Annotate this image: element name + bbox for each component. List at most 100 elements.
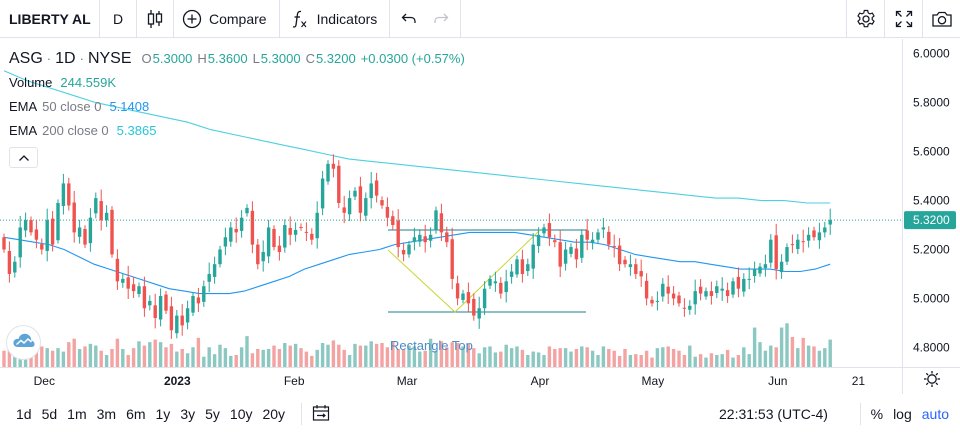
range-5d[interactable]: 5d: [41, 406, 58, 422]
legend-collapse-button[interactable]: [9, 147, 38, 168]
candle-body: [558, 242, 562, 267]
candle: [77, 219, 82, 244]
candle-body: [796, 239, 800, 250]
range-5y[interactable]: 5y: [205, 406, 220, 422]
candle-body: [720, 288, 724, 291]
log-scale-toggle[interactable]: log: [893, 406, 912, 422]
candle-body: [99, 201, 103, 221]
candle-body: [380, 200, 384, 206]
candle: [137, 282, 141, 298]
volume-bar: [331, 340, 336, 367]
candle-body: [2, 237, 6, 250]
legend-low-key: L: [252, 51, 260, 66]
redo-button[interactable]: [426, 0, 462, 38]
candle-body: [342, 207, 346, 213]
legend-ema200-row[interactable]: EMA 200 close 0 5.3865: [9, 119, 465, 143]
volume-bar: [40, 346, 44, 367]
candle: [61, 173, 66, 215]
volume-bar: [277, 349, 282, 367]
candle-body: [779, 261, 784, 273]
undo-button[interactable]: [390, 0, 426, 38]
candle-body: [563, 249, 568, 264]
volume-bar: [661, 347, 665, 367]
legend-main-row: ASG · 1D · NYSE O 5.3000 H 5.3600 L 5.3000 …: [9, 47, 465, 71]
volume-bar: [83, 346, 87, 367]
auto-scale-toggle[interactable]: auto: [921, 406, 949, 422]
volume-bar: [256, 349, 260, 367]
legend-ema50-row[interactable]: EMA 50 close 0 5.1408: [9, 95, 465, 119]
candle-body: [18, 227, 22, 258]
volume-bar: [347, 355, 352, 367]
volume-bar: [175, 351, 179, 367]
candle-body: [574, 248, 579, 260]
range-20y[interactable]: 20y: [262, 406, 286, 422]
time-axis[interactable]: Dec 2023 Feb Mar Apr May Jun 21: [0, 367, 902, 394]
candle-body: [261, 251, 265, 262]
date-range-button[interactable]: [312, 404, 330, 425]
snapshot-button[interactable]: [922, 0, 960, 38]
volume-bar: [104, 355, 109, 367]
range-1m[interactable]: 1m: [67, 406, 87, 422]
candle-body: [774, 235, 778, 270]
volume-bar: [547, 346, 552, 367]
volume-bar: [7, 349, 12, 367]
candle: [299, 223, 303, 231]
candle-body: [601, 227, 606, 230]
fullscreen-button[interactable]: [884, 0, 922, 38]
volume-bar: [655, 348, 660, 367]
candle: [196, 287, 201, 312]
volume-bar: [488, 346, 492, 367]
candle-body: [50, 218, 55, 245]
volume-bar: [239, 347, 244, 367]
range-1y[interactable]: 1y: [155, 406, 171, 422]
candle: [493, 271, 498, 292]
candle: [698, 279, 703, 301]
legend-volume-row[interactable]: Volume 244.559K: [9, 71, 465, 95]
indicators-button[interactable]: Indicators: [280, 0, 391, 38]
candle-body: [396, 220, 400, 248]
candle-body: [153, 305, 157, 319]
chart-type-button[interactable]: [137, 0, 174, 38]
volume-bar: [574, 349, 579, 367]
volume-bar: [472, 348, 476, 367]
range-1d[interactable]: 1d: [16, 406, 32, 422]
volume-bar: [763, 350, 768, 367]
candle-body: [747, 278, 751, 280]
candle-body: [277, 245, 282, 252]
candle-body: [61, 183, 66, 206]
volume-bar: [180, 349, 184, 367]
candle-body: [666, 286, 670, 294]
candle-body: [763, 264, 768, 269]
range-10y[interactable]: 10y: [229, 406, 253, 422]
candle-body: [553, 240, 557, 243]
candle-body: [369, 183, 373, 199]
candle-body: [634, 264, 638, 274]
candle-body: [137, 286, 141, 295]
percent-scale-toggle[interactable]: %: [870, 406, 884, 422]
settings-button[interactable]: [846, 0, 884, 38]
brand-logo[interactable]: [6, 325, 41, 360]
timezone-clock[interactable]: 22:31:53 (UTC-4): [719, 406, 828, 422]
range-3m[interactable]: 3m: [96, 406, 117, 422]
symbol-search-button[interactable]: LIBERTY AL: [0, 0, 100, 38]
candle: [655, 291, 660, 311]
price-axis[interactable]: 6.0000 5.8000 5.6000 5.4000 5.2000 5.0000 4.80…: [902, 39, 960, 367]
candle: [234, 217, 238, 243]
volume-bar: [752, 327, 757, 367]
axis-settings-button[interactable]: [902, 367, 960, 394]
candle: [482, 281, 487, 316]
candle: [644, 273, 649, 306]
bottom-separator: [859, 403, 861, 425]
candle: [72, 191, 76, 243]
candle-body: [428, 234, 433, 241]
candle-body: [121, 278, 125, 283]
chart-pane[interactable]: Rectangle Top: [0, 39, 902, 367]
interval-button[interactable]: D: [100, 0, 137, 38]
compare-button[interactable]: Compare: [174, 0, 280, 38]
range-6m[interactable]: 6m: [126, 406, 146, 422]
candle-body: [288, 227, 292, 235]
ema50-line-group: [3, 231, 831, 295]
legend-close-key: C: [305, 51, 315, 66]
volume-bar: [310, 355, 314, 367]
range-3y[interactable]: 3y: [180, 406, 196, 422]
